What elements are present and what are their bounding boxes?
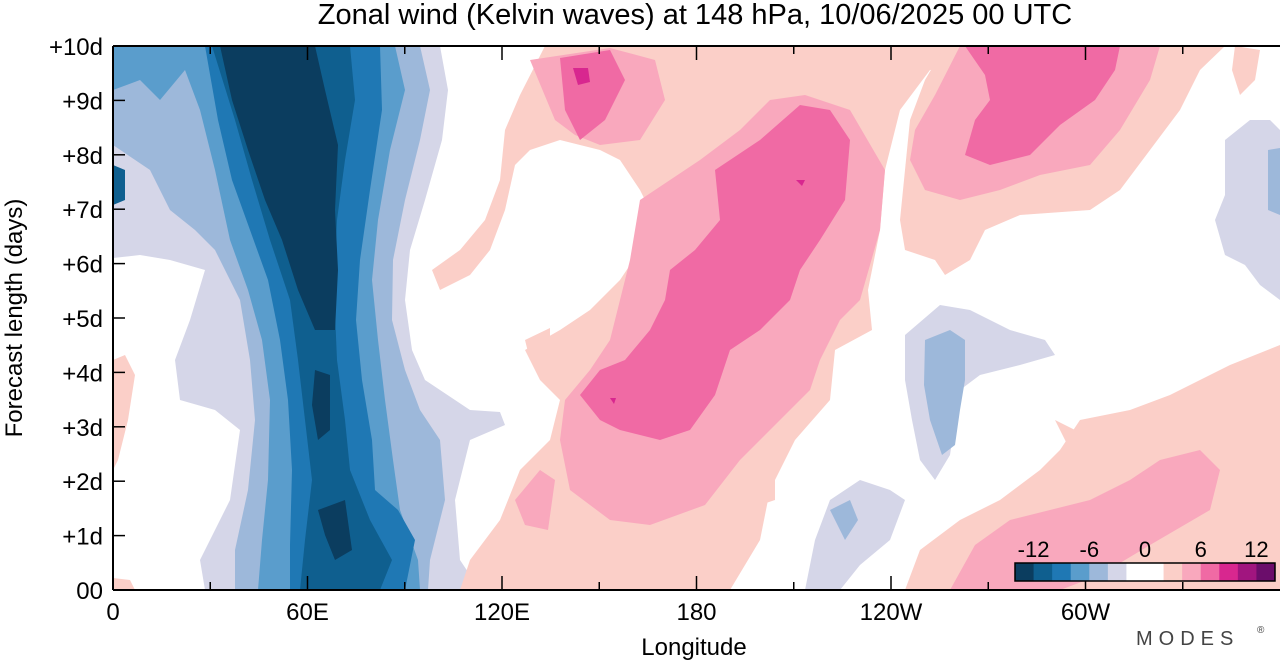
colorbar-swatch [1089,563,1109,581]
colorbar-swatch [1200,563,1220,581]
contour-pos-4i [950,450,1220,590]
contour-neg-4m [1268,148,1280,215]
colorbar-label: 6 [1195,537,1207,562]
colorbar-label: 0 [1139,537,1151,562]
colorbar-swatch [1182,563,1202,581]
contour-neg-12c [318,500,352,560]
y-tick-label: +7d [62,197,103,224]
colorbar-swatch [1163,563,1183,581]
x-tick-label: 120E [474,599,530,626]
contour-neg-4k [924,330,965,455]
contour-neg-4l [830,500,858,540]
colorbar-swatch [1219,563,1239,581]
colorbar-swatch [1033,563,1053,581]
chart-title: Zonal wind (Kelvin waves) at 148 hPa, 10… [318,0,1072,31]
brand-text: MODES [1136,628,1239,650]
colorbar-label: -6 [1080,537,1100,562]
y-tick-label: +2d [62,469,103,496]
y-tick-label: +5d [62,306,103,333]
y-tick-label: +8d [62,143,103,170]
contour-neg-12 [220,46,338,330]
colorbar-label: 12 [1244,537,1268,562]
x-axis-label: Longitude [641,634,746,661]
contour-pos-2j [1055,420,1075,450]
colorbar-swatch [1015,563,1035,581]
y-tick-label: +1d [62,524,103,551]
contour-neg-2m [1215,120,1280,300]
brand-mark: ® [1257,625,1265,636]
colorbar-label: -12 [1018,537,1050,562]
heatmap-field [113,46,1280,590]
contour-neg-10d [113,165,125,205]
axes: 0 60E 120E 180 120W 60W 00 +1d +2d +3d +4d +5d +6d +7… [49,34,1280,626]
contour-neg-12b [312,370,330,440]
colorbar: -12 -6 0 6 12 [1014,537,1276,582]
colorbar-swatch [1126,563,1146,581]
contour-pos-2o [113,578,135,590]
colorbar-swatch [1052,563,1072,581]
y-tick-label: +4d [62,360,103,387]
contour-pos-8b [573,68,590,85]
colorbar-swatch [1237,563,1257,581]
y-tick-label: +3d [62,415,103,442]
colorbar-swatch [1145,563,1165,581]
x-tick-label: 60W [1061,599,1111,626]
y-axis-label: Forecast length (days) [1,199,28,438]
brand-logo: MODES ® [1136,625,1265,650]
contour-pos-8c [610,398,616,404]
colorbar-swatch [1070,563,1090,581]
colorbar-frame [1014,562,1276,582]
colorbar-swatch [1107,563,1127,581]
y-tick-label: +6d [62,252,103,279]
x-tick-label: 180 [676,599,716,626]
contour-pos-4e [515,470,555,530]
y-tick-label: 00 [76,578,103,605]
contour-pos-6b [580,105,850,440]
contour-pos-6g [965,46,1120,165]
y-tick-label: +10d [49,34,103,61]
contour-neg-10 [212,46,392,590]
y-tick-label: +9d [62,88,103,115]
x-tick-label: 120W [860,599,923,626]
x-tick-label: 0 [106,599,119,626]
contour-pos-2d [525,328,550,360]
x-tick-label: 60E [286,599,329,626]
colorbar-swatch [1256,563,1276,581]
contour-pos-2h [1232,46,1260,95]
contour-pos-8 [796,180,805,186]
contour-neg-2l [805,480,905,590]
contour-pos-2n [113,355,135,470]
contour-pos-2f [760,445,775,505]
